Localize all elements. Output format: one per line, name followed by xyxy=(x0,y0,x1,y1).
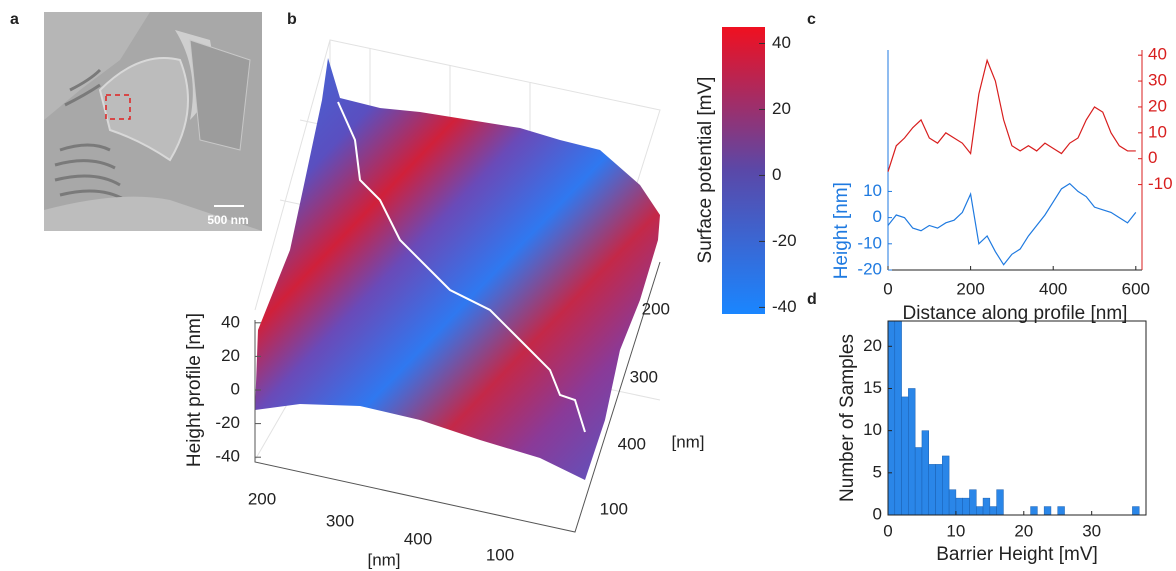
bar xyxy=(894,320,902,516)
x-tick-label: 600 xyxy=(1122,279,1150,298)
plot-frame xyxy=(887,320,1147,516)
series-line xyxy=(887,182,1137,266)
bar xyxy=(1043,506,1052,516)
y-tick-label: 200 xyxy=(642,299,670,318)
colorbar-tick-label: 40 xyxy=(772,33,791,52)
z-tick-label: -40 xyxy=(215,447,240,466)
panel-label: a xyxy=(10,11,19,28)
z-tick-label: 20 xyxy=(221,346,240,365)
y-tick-label: -10 xyxy=(857,233,882,252)
colorbar xyxy=(722,27,765,314)
bar xyxy=(908,388,916,516)
x-tick-label: 0 xyxy=(883,279,892,298)
y2-tick-label: 10 xyxy=(1148,122,1167,141)
y-tick-label: 300 xyxy=(630,367,658,386)
bar xyxy=(887,320,896,516)
y2-tick-label: 40 xyxy=(1148,45,1167,64)
y-tick-label: 0 xyxy=(873,504,882,523)
series-line xyxy=(887,58,1136,172)
z-tick-label: -20 xyxy=(215,413,240,432)
x-tick-label: 20 xyxy=(1014,521,1033,540)
y-tick-label: 20 xyxy=(863,336,882,355)
bar xyxy=(942,455,950,516)
bar xyxy=(969,489,977,516)
y-axis-label: Number of Samples xyxy=(837,334,858,502)
y2-tick-label: 20 xyxy=(1148,96,1167,115)
bar xyxy=(948,489,957,516)
colorbar-tick-label: -40 xyxy=(772,297,797,316)
y-axis-label: Height [nm] xyxy=(831,182,852,279)
z-axis-label: Height profile [nm] xyxy=(184,313,205,467)
bar xyxy=(914,447,923,516)
y-axis-label: [nm] xyxy=(671,432,704,451)
x-tick-label: 300 xyxy=(326,511,354,530)
bar xyxy=(1057,506,1065,516)
z-tick-label: 0 xyxy=(231,379,240,398)
colorbar-tick-label: 20 xyxy=(772,99,791,118)
y2-tick-label: 0 xyxy=(1148,148,1157,167)
bar xyxy=(928,464,936,516)
y-tick-label: 0 xyxy=(873,207,882,226)
x-tick-label: 400 xyxy=(1039,279,1067,298)
bar xyxy=(901,396,909,516)
surface-3d xyxy=(254,39,661,533)
y2-tick-label: 30 xyxy=(1148,71,1167,90)
x-tick-label: 200 xyxy=(956,279,984,298)
y-tick-label: 100 xyxy=(600,499,628,518)
bar xyxy=(989,506,997,516)
x-tick-label: 0 xyxy=(883,521,892,540)
y2-tick-label: -10 xyxy=(1148,174,1173,193)
panel-label: c xyxy=(807,11,816,28)
x-axis-label: Barrier Height [mV] xyxy=(936,544,1098,565)
bar xyxy=(955,497,963,516)
y-tick-label: 10 xyxy=(863,420,882,439)
x-tick-label: 10 xyxy=(946,521,965,540)
y-tick-label: 10 xyxy=(863,181,882,200)
panel-label: b xyxy=(287,11,297,28)
bar xyxy=(1132,506,1140,516)
y-tick-label: 5 xyxy=(873,462,882,481)
x-tick-label: 200 xyxy=(248,489,276,508)
bar xyxy=(962,497,970,516)
x-tick-label: 400 xyxy=(404,529,432,548)
colorbar-tick-label: -20 xyxy=(772,231,797,250)
bar xyxy=(976,506,984,516)
colorbar-label: Surface potential [mV] xyxy=(695,77,716,264)
bar xyxy=(1030,506,1038,516)
bar xyxy=(982,497,991,516)
x-axis-label: [nm] xyxy=(367,550,400,569)
x-tick-label: 30 xyxy=(1082,521,1101,540)
y-tick-label: -20 xyxy=(857,259,882,278)
x-axis-label: Distance along profile [nm] xyxy=(903,303,1128,324)
bar xyxy=(921,430,929,516)
scale-bar-label: 500 nm xyxy=(207,213,248,227)
z-tick-label: 40 xyxy=(221,312,240,331)
colorbar-tick-label: 0 xyxy=(772,165,781,184)
x-tick-label: 100 xyxy=(486,545,514,564)
bar xyxy=(935,464,943,516)
y-tick-label: 400 xyxy=(618,434,646,453)
y-tick-label: 15 xyxy=(863,378,882,397)
bar xyxy=(996,489,1004,516)
panel-label: d xyxy=(807,291,817,308)
sem-image xyxy=(44,12,262,231)
